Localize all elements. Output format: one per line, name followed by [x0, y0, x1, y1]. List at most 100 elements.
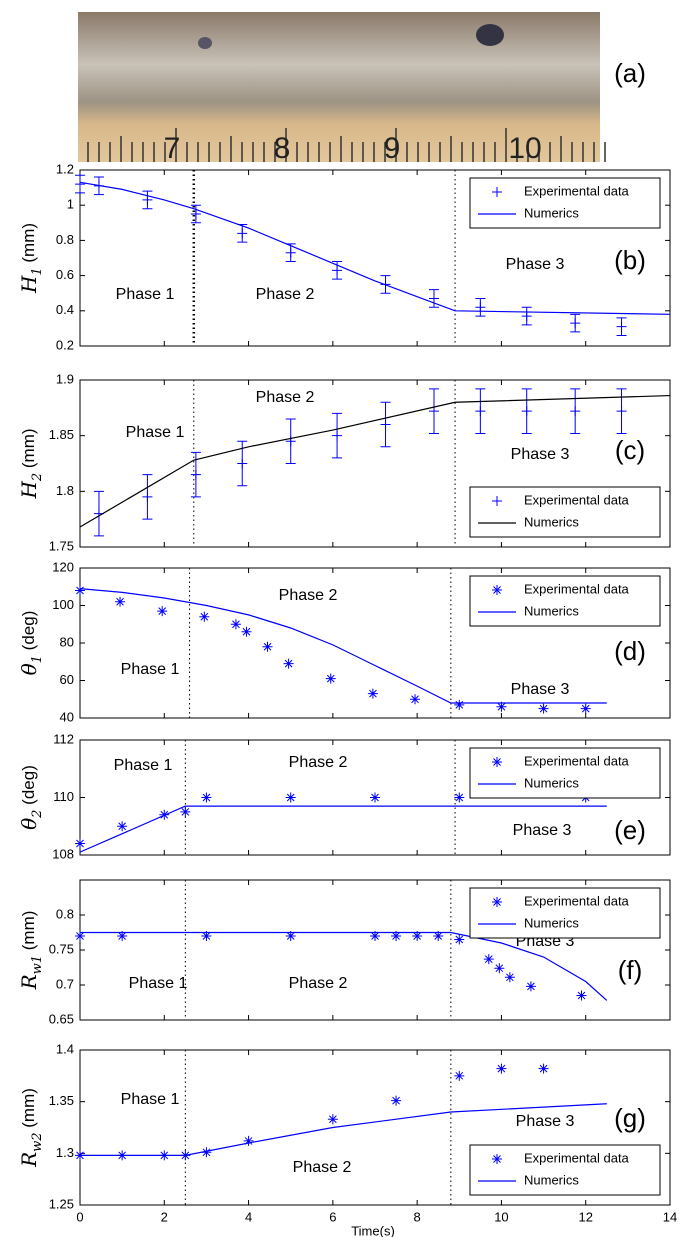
data-point — [616, 406, 627, 417]
data-point — [190, 469, 201, 480]
y-axis-label: θ2 (deg) — [17, 765, 46, 830]
y-tick-label: 0.2 — [56, 337, 74, 352]
data-point — [75, 838, 85, 849]
legend-label: Numerics — [524, 603, 579, 618]
panel-label: (f) — [618, 955, 643, 985]
y-label-subscript: 1 — [30, 267, 45, 275]
data-point — [570, 406, 581, 417]
legend-box — [469, 177, 661, 229]
data-point — [494, 963, 505, 974]
data-point — [190, 209, 201, 219]
x-tick-label: 8 — [414, 1209, 421, 1224]
legend-label: Numerics — [524, 514, 579, 529]
y-label-subscript: 2 — [30, 810, 45, 819]
data-point — [283, 658, 294, 669]
data-point — [75, 179, 85, 190]
data-point — [525, 981, 536, 992]
data-point — [496, 1063, 507, 1074]
panel-label: (a) — [614, 58, 646, 88]
y-tick-label: 1.25 — [49, 1196, 74, 1211]
ruler-label: 9 — [384, 132, 401, 165]
y-label-symbol: H — [17, 275, 41, 294]
x-tick-label: 6 — [329, 1209, 336, 1224]
data-point — [157, 606, 168, 617]
data-point — [521, 406, 532, 417]
data-point — [454, 699, 465, 710]
numerics-line — [79, 394, 671, 528]
ruler-label: 7 — [164, 132, 181, 165]
legend-marker — [492, 757, 502, 767]
data-point — [332, 265, 343, 276]
y-label-symbol: θ — [17, 663, 41, 675]
legend-box — [469, 1144, 661, 1196]
data-point — [201, 792, 212, 803]
data-point — [262, 641, 273, 652]
data-point — [370, 792, 380, 803]
ruler-label: 10 — [508, 132, 541, 165]
y-label-unit: (deg) — [19, 765, 38, 809]
y-tick-label: 0.7 — [56, 976, 74, 991]
y-tick-label: 108 — [52, 846, 74, 861]
legend-marker — [492, 496, 502, 506]
phase-label: Phase 2 — [289, 975, 348, 992]
y-tick-label: 0.6 — [56, 267, 74, 282]
y-tick-label: 1.2 — [56, 161, 74, 176]
data-point — [370, 931, 380, 941]
data-point — [483, 954, 494, 965]
data-point — [180, 806, 191, 817]
data-point — [570, 318, 581, 329]
y-label-subscript: w2 — [30, 1132, 45, 1151]
panel-label: (e) — [614, 815, 646, 845]
data-point — [475, 406, 486, 417]
y-tick-label: 110 — [53, 789, 74, 804]
data-point — [454, 1070, 465, 1081]
y-axis-label: H1 (mm) — [17, 223, 46, 294]
x-axis-label: Time(s) — [351, 1223, 395, 1237]
phase-label: Phase 1 — [121, 1091, 180, 1108]
phase-label: Phase 3 — [511, 446, 570, 463]
data-point — [429, 293, 439, 304]
data-point — [576, 990, 587, 1001]
x-tick-label: 0 — [76, 1209, 83, 1224]
data-point — [325, 673, 336, 684]
data-point — [538, 1063, 549, 1074]
data-point — [380, 419, 391, 430]
numerics-line — [80, 1103, 607, 1157]
legend-box — [469, 747, 661, 799]
droplet — [198, 37, 212, 49]
y-label-symbol: R — [17, 974, 41, 990]
y-tick-label: 120 — [52, 559, 74, 574]
legend-label: Experimental data — [524, 893, 630, 908]
y-tick-label: 1 — [67, 197, 74, 212]
y-tick-label: 1.35 — [49, 1093, 74, 1108]
phase-label: Phase 1 — [126, 424, 185, 441]
data-point — [580, 703, 591, 714]
data-point — [538, 703, 549, 714]
y-tick-label: 0.65 — [49, 1011, 74, 1026]
y-tick-label: 100 — [52, 597, 74, 612]
y-label-symbol: H — [17, 481, 41, 500]
data-point — [285, 792, 296, 803]
data-point — [142, 491, 153, 502]
y-label-symbol: R — [17, 1152, 41, 1168]
legend-box — [469, 486, 661, 538]
data-point — [454, 792, 465, 803]
data-point — [199, 611, 210, 622]
data-point — [367, 688, 378, 699]
phase-label: Phase 2 — [293, 1159, 352, 1176]
phase-label: Phase 3 — [513, 822, 572, 839]
data-point — [504, 972, 515, 983]
data-point — [521, 311, 532, 322]
y-axis-label: Rw2 (mm) — [17, 1088, 46, 1168]
numerics-line — [80, 931, 608, 1001]
legend-label: Experimental data — [524, 492, 630, 507]
photo — [78, 12, 600, 162]
y-tick-label: 1.9 — [56, 371, 74, 386]
data-point — [454, 934, 465, 945]
legend-label: Numerics — [524, 915, 579, 930]
legend-label: Numerics — [524, 775, 579, 790]
y-label-unit: (mm) — [19, 223, 38, 267]
phase-label: Phase 1 — [121, 661, 180, 678]
y-tick-label: 0.8 — [56, 906, 74, 921]
